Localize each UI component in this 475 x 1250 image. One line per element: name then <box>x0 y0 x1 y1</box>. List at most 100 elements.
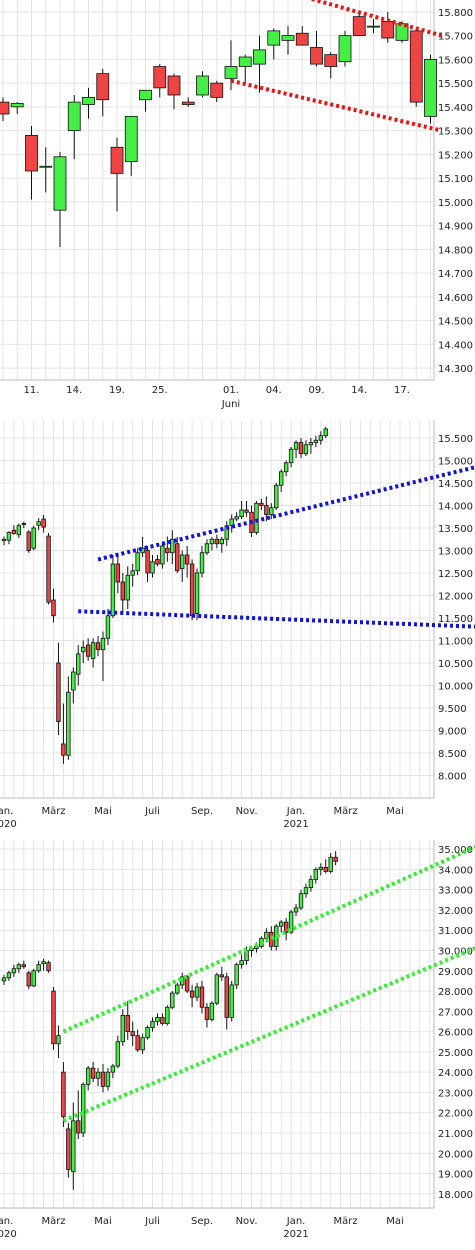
candle-body <box>1 977 7 982</box>
candle-down <box>153 64 167 98</box>
candle-body <box>194 986 200 998</box>
x-sub-label: 2021 <box>283 819 308 830</box>
candle-body <box>90 642 96 659</box>
candle-up <box>308 875 314 892</box>
candle-body <box>120 581 125 601</box>
candle-body <box>115 1041 121 1067</box>
candle-up <box>90 638 96 668</box>
candle-up <box>120 1009 125 1046</box>
candle-body <box>313 868 319 880</box>
weekly-chart-lower: 35.000 34.000 33.000 32.000 31.000 30.000 29.0… <box>0 840 475 1250</box>
candle-body <box>189 563 195 617</box>
y-tick-label: 15.700 <box>438 32 473 43</box>
candle-down <box>219 966 224 981</box>
candle-down <box>310 30 323 67</box>
daily-candlestick-svg: 15.800 15.700 15.600 15.500 15.400 15.300 15.2… <box>0 0 473 410</box>
candle-up <box>238 54 252 84</box>
candle-up <box>81 1082 86 1138</box>
candle-body <box>135 552 140 572</box>
x-tick-label: März <box>41 1216 65 1227</box>
candle-body <box>323 428 328 437</box>
y-tick-label: 14.800 <box>438 245 473 256</box>
candle-body <box>160 545 165 565</box>
candle-down <box>26 970 31 990</box>
y-tick-label: 15.000 <box>438 198 473 209</box>
y-tick-label: 34.000 <box>438 865 473 876</box>
candle-body <box>41 518 46 528</box>
candle-body <box>184 976 190 992</box>
candle-down <box>381 11 395 43</box>
candle-body <box>239 960 244 966</box>
candle-body <box>181 101 195 105</box>
candle-up <box>308 438 314 454</box>
candle-up <box>6 531 12 545</box>
x-tick-label: 01. <box>223 385 239 396</box>
candle-body <box>130 1031 135 1037</box>
candle-down <box>21 960 26 969</box>
candle-body <box>145 550 150 574</box>
candle-down <box>189 984 195 1008</box>
candle-body <box>274 484 279 509</box>
x-tick-label: 09. <box>309 385 325 396</box>
candle-up <box>130 564 135 587</box>
candle-up <box>298 889 304 910</box>
candle-body <box>11 968 17 974</box>
candle-up <box>100 631 106 681</box>
candle-down <box>264 496 269 522</box>
x-tick-label: Nov. <box>236 1216 258 1227</box>
candle-body <box>283 462 289 473</box>
candle-up <box>105 609 111 645</box>
candle-up <box>179 550 185 582</box>
candle-up <box>209 1001 215 1022</box>
x-tick-label: 25. <box>152 385 168 396</box>
candle-body <box>298 893 304 909</box>
candle-body <box>234 516 239 520</box>
candle-down <box>90 1062 96 1083</box>
candle-up <box>288 909 294 935</box>
candle-up <box>21 521 26 528</box>
y-tick-label: 24.000 <box>438 1068 473 1079</box>
y-tick-label: 13.000 <box>438 547 473 558</box>
y-tick-label: 33.000 <box>438 886 473 897</box>
x-tick-label: Jan. <box>286 806 306 817</box>
candle-body <box>81 646 86 653</box>
candle-body <box>160 1017 165 1024</box>
candle-down <box>100 1064 106 1093</box>
candle-body <box>26 972 31 987</box>
candle-up <box>85 1066 91 1091</box>
x-tick-label: Jan. <box>0 806 13 817</box>
candle-body <box>244 509 249 513</box>
candle-down <box>167 73 181 110</box>
candle-up <box>367 19 380 34</box>
candle-down <box>51 588 56 623</box>
y-tick-label: 13.500 <box>438 524 473 535</box>
y-tick-label: 18.000 <box>438 1190 473 1201</box>
candle-up <box>234 962 239 990</box>
candle-body <box>90 1067 96 1079</box>
y-tick-label: 14.700 <box>438 269 473 280</box>
candle-up <box>140 1033 145 1054</box>
candle-down <box>56 642 61 735</box>
candle-body <box>209 538 215 545</box>
candle-body <box>6 972 12 979</box>
y-tick-label: 15.500 <box>438 434 473 445</box>
candle-up <box>31 968 36 987</box>
candle-up <box>66 676 71 760</box>
y-tick-label: 8.000 <box>438 772 467 783</box>
candle-body <box>269 507 274 515</box>
candle-body <box>278 471 284 486</box>
candle-body <box>308 879 314 889</box>
candle-up <box>41 958 46 971</box>
candle-down <box>110 137 124 212</box>
candle-up <box>10 102 24 114</box>
candle-body <box>96 73 110 101</box>
y-tick-label: 15.100 <box>438 174 473 185</box>
candle-down <box>66 1122 71 1178</box>
y-tick-label: 11.500 <box>438 614 473 625</box>
candle-up <box>196 71 209 98</box>
x-tick-label: Jan. <box>0 1216 13 1227</box>
candle-up <box>160 541 165 569</box>
x-tick-label: 04. <box>266 385 282 396</box>
candle-body <box>110 563 116 617</box>
y-tick-label: 14.500 <box>438 479 473 490</box>
